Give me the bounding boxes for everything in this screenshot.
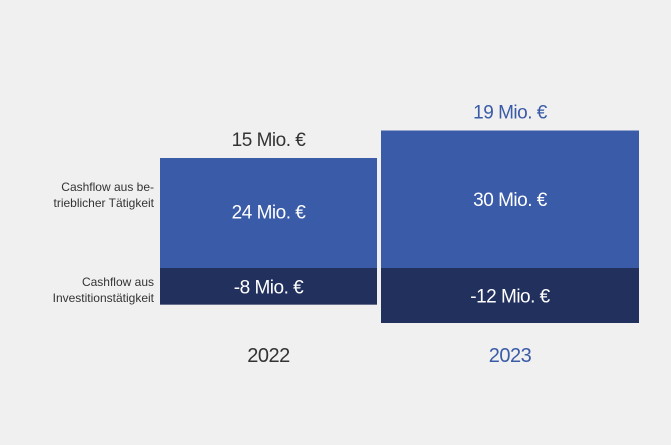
category-label-2023: 2023 [489, 345, 532, 367]
category-label-2022: 2022 [247, 345, 290, 367]
data-label-investing-2022: -8 Mio. € [234, 277, 304, 298]
row-label-investing-text: Cashflow aus Investitionstätigkeit [52, 275, 154, 305]
bar-investing-2023 [381, 268, 639, 323]
bar-operating-2023 [381, 130, 639, 268]
row-label-operating-text: Cashflow aus be- trieblicher Tätigkeit [53, 180, 155, 210]
row-label-operating: Cashflow aus be- trieblicher Tätigkeit [0, 179, 155, 211]
bar-investing-2022 [160, 268, 377, 305]
bar-operating-2022 [160, 158, 377, 268]
total-label-2023: 19 Mio. € [473, 103, 548, 124]
row-label-investing: Cashflow aus Investitionstätigkeit [0, 274, 154, 306]
data-label-investing-2023: -12 Mio. € [470, 287, 550, 308]
data-label-operating-2023: 30 Mio. € [473, 190, 548, 211]
total-label-2022: 15 Mio. € [232, 130, 307, 151]
data-label-operating-2022: 24 Mio. € [232, 203, 307, 224]
